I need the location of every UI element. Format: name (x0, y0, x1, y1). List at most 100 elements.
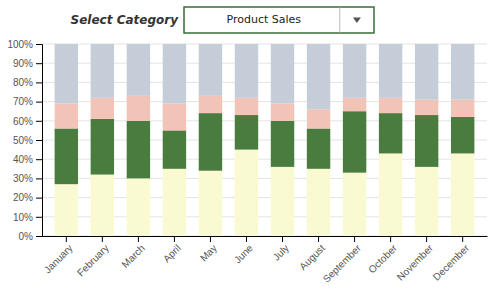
bar-segment (163, 130, 186, 168)
title: Select Category (71, 13, 180, 27)
x-tick-label: May (198, 242, 219, 263)
bar-segment (235, 115, 258, 150)
bar-segment (343, 98, 366, 111)
bar-segment (235, 98, 258, 115)
y-tick-mark (36, 44, 42, 45)
bar-segment (91, 119, 114, 175)
grid (42, 44, 487, 236)
x-tick: September (321, 236, 364, 285)
bar-segment (379, 153, 402, 236)
x-tick-label: July (271, 242, 291, 262)
y-tick: 90% (13, 58, 42, 69)
bar-segment (451, 153, 474, 236)
header: Select Category Product Sales (71, 7, 374, 33)
bar-segment (127, 96, 150, 121)
bar-segment (55, 184, 78, 236)
subtitle: Product Sales (227, 13, 302, 26)
bar-segment (235, 44, 258, 98)
bars (55, 44, 475, 236)
y-tick: 0% (19, 231, 42, 242)
bar-segment (163, 104, 186, 131)
y-tick-mark (36, 217, 42, 218)
x-tick-mark (390, 236, 391, 242)
bar-segment (163, 169, 186, 236)
y-tick: 30% (13, 173, 42, 184)
y-tick-label: 70% (13, 96, 33, 107)
bar-segment (91, 175, 114, 236)
x-tick-mark (174, 236, 175, 242)
series (55, 96, 475, 131)
y-tick: 20% (13, 192, 42, 203)
x-tick: November (395, 236, 436, 283)
y-tick-mark (36, 140, 42, 141)
bar-segment (55, 104, 78, 129)
series (55, 111, 475, 184)
bar-segment (343, 44, 366, 98)
series (55, 150, 475, 236)
bar-segment (415, 44, 438, 100)
x-tick: April (161, 236, 183, 264)
x-tick: August (297, 236, 327, 272)
y-tick-mark (36, 82, 42, 83)
y-tick-label: 40% (13, 154, 33, 165)
y-tick: 40% (13, 154, 42, 165)
y-tick-mark (36, 198, 42, 199)
x-tick-mark (138, 236, 139, 242)
x-tick: January (42, 236, 75, 275)
y-tick: 10% (13, 212, 42, 223)
x-tick-label: September (321, 242, 364, 285)
x-tick-label: March (119, 242, 146, 269)
x-tick-label: June (232, 242, 255, 265)
bar-segment (199, 96, 222, 113)
x-tick-mark (426, 236, 427, 242)
y-tick: 60% (13, 116, 42, 127)
dropdown-arrow (353, 18, 361, 24)
y-tick-label: 10% (13, 212, 33, 223)
x-axis-line (43, 236, 488, 237)
y-tick-label: 60% (13, 116, 33, 127)
dropdown-box (184, 7, 374, 33)
y-tick: 70% (13, 96, 42, 107)
x-tick: July (271, 236, 291, 263)
bar-segment (379, 98, 402, 113)
bar-segment (451, 117, 474, 153)
plot: 0%10%20%30%40%50%60%70%80%90%100%January… (7, 39, 487, 285)
bar-segment (307, 109, 330, 128)
bar-segment (55, 44, 78, 104)
bar-segment (451, 100, 474, 117)
bar-segment (91, 44, 114, 98)
bar-segment (127, 121, 150, 179)
x-tick-label: November (395, 242, 436, 283)
y-tick-mark (36, 102, 42, 103)
bar-segment (379, 113, 402, 153)
x-tick: December (431, 236, 472, 283)
bar-segment (415, 115, 438, 167)
x-tick-mark (210, 236, 211, 242)
y-tick-label: 100% (7, 39, 33, 50)
bar-segment (307, 169, 330, 236)
bar-segment (163, 44, 186, 104)
x-tick-label: August (297, 242, 327, 272)
bar-segment (379, 44, 402, 98)
y-tick-mark (36, 159, 42, 160)
x-tick-label: January (42, 242, 75, 275)
x-tick-label: April (161, 242, 183, 264)
x-tick: June (232, 236, 255, 265)
x-tick-mark (462, 236, 463, 242)
series (55, 44, 475, 109)
y-axis-line (36, 45, 43, 237)
bar-segment (91, 98, 114, 119)
bar-segment (199, 44, 222, 96)
bar-segment (343, 111, 366, 172)
y-tick-mark (36, 178, 42, 179)
y-tick-mark (36, 236, 42, 237)
bar-segment (55, 128, 78, 184)
y-axis: 0%10%20%30%40%50%60%70%80%90%100% (7, 39, 42, 242)
bar-segment (415, 167, 438, 236)
bar-segment (271, 121, 294, 167)
bar-segment (199, 113, 222, 171)
dropdown: Product Sales (184, 7, 374, 33)
bar-segment (415, 100, 438, 115)
x-tick-label: December (431, 242, 472, 283)
bar-segment (271, 104, 294, 121)
